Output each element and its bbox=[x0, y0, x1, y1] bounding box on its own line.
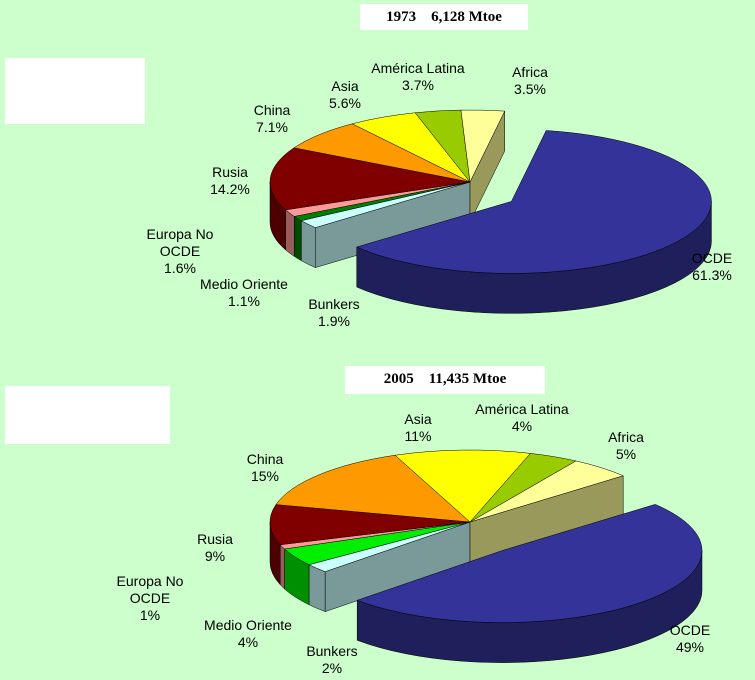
slice-name: América Latina bbox=[371, 60, 465, 76]
slice-name: América Latina bbox=[475, 401, 569, 417]
slice-label: Africa 3.5% bbox=[475, 64, 585, 98]
pie-slice bbox=[460, 109, 506, 183]
pie-slice bbox=[469, 460, 624, 523]
slice-name: Bunkers bbox=[306, 643, 358, 659]
slice-label: Bunkers 1.9% bbox=[279, 296, 389, 330]
slice-value: 11% bbox=[404, 428, 432, 444]
slice-value: 1.9% bbox=[318, 313, 350, 329]
slice-name: China bbox=[253, 102, 291, 118]
slice-name: Asia bbox=[404, 411, 432, 427]
slice-label: Europa No OCDE 1.6% bbox=[125, 226, 235, 277]
pie-slice bbox=[275, 454, 471, 523]
pie-slice bbox=[394, 449, 531, 523]
slice-label: OCDE 49% bbox=[635, 622, 745, 656]
slice-name: Medio Oriente bbox=[204, 617, 292, 633]
slice-name: Africa bbox=[512, 64, 548, 80]
slice-label: Asia 5.6% bbox=[290, 78, 400, 112]
slice-value: 5.6% bbox=[329, 95, 361, 111]
blank-box bbox=[5, 58, 145, 124]
pie-slice bbox=[269, 147, 471, 211]
slice-name: Medio Oriente bbox=[200, 276, 288, 292]
slice-value: 2% bbox=[321, 660, 343, 676]
slice-side bbox=[279, 544, 285, 590]
slice-label: China 15% bbox=[210, 451, 320, 485]
pie-slice bbox=[269, 504, 471, 545]
slice-side bbox=[294, 215, 302, 262]
slice-label: Rusia 14.2% bbox=[175, 164, 285, 198]
slice-label: Europa No OCDE 1% bbox=[95, 573, 205, 624]
slice-value: 3.5% bbox=[514, 81, 546, 97]
slice-value: 4% bbox=[511, 418, 533, 434]
slice-name: Europa No OCDE bbox=[116, 573, 184, 606]
slice-value: 3.7% bbox=[402, 77, 434, 93]
slice-label: China 7.1% bbox=[217, 102, 327, 136]
slice-value: 49% bbox=[675, 639, 705, 655]
slice-label: Bunkers 2% bbox=[277, 643, 387, 677]
slice-name: Europa No OCDE bbox=[146, 226, 214, 259]
slice-value: 1.6% bbox=[164, 260, 196, 276]
slice-label: OCDE 61.3% bbox=[657, 250, 755, 284]
slice-side bbox=[308, 564, 326, 613]
slice-value: 15% bbox=[250, 468, 280, 484]
pie-slice bbox=[356, 504, 703, 623]
slice-name: Rusia bbox=[197, 531, 233, 547]
slice-name: Bunkers bbox=[308, 296, 360, 312]
slice-value: 1.1% bbox=[228, 293, 260, 309]
slice-value: 1% bbox=[139, 607, 161, 623]
chart-title: 1973 6,128 Mtoe bbox=[360, 4, 528, 30]
slice-side bbox=[285, 209, 295, 257]
slice-name: Rusia bbox=[212, 164, 248, 180]
slice-label: Asia 11% bbox=[363, 411, 473, 445]
slice-name: Africa bbox=[608, 429, 644, 445]
slice-name: Asia bbox=[331, 78, 359, 94]
slice-label: América Latina 3.7% bbox=[363, 60, 473, 94]
slice-label: América Latina 4% bbox=[467, 401, 577, 435]
slice-value: 61.3% bbox=[692, 267, 732, 283]
blank-box bbox=[5, 386, 170, 444]
chart-title: 2005 11,435 Mtoe bbox=[345, 366, 545, 394]
slice-label: Rusia 9% bbox=[160, 531, 270, 565]
slice-label: Africa 5% bbox=[571, 429, 681, 463]
slice-side bbox=[301, 220, 316, 269]
slice-value: 5% bbox=[615, 446, 637, 462]
slice-label: Medio Oriente 4% bbox=[193, 617, 303, 651]
slice-value: 7.1% bbox=[256, 119, 288, 135]
slice-value: 4% bbox=[237, 634, 259, 650]
slice-label: Medio Oriente 1.1% bbox=[189, 276, 299, 310]
slice-name: OCDE bbox=[691, 250, 733, 266]
pie-slice bbox=[355, 130, 712, 274]
slice-value: 9% bbox=[204, 548, 226, 564]
slice-name: China bbox=[246, 451, 284, 467]
slice-name: OCDE bbox=[669, 622, 711, 638]
slice-value: 14.2% bbox=[210, 181, 250, 197]
